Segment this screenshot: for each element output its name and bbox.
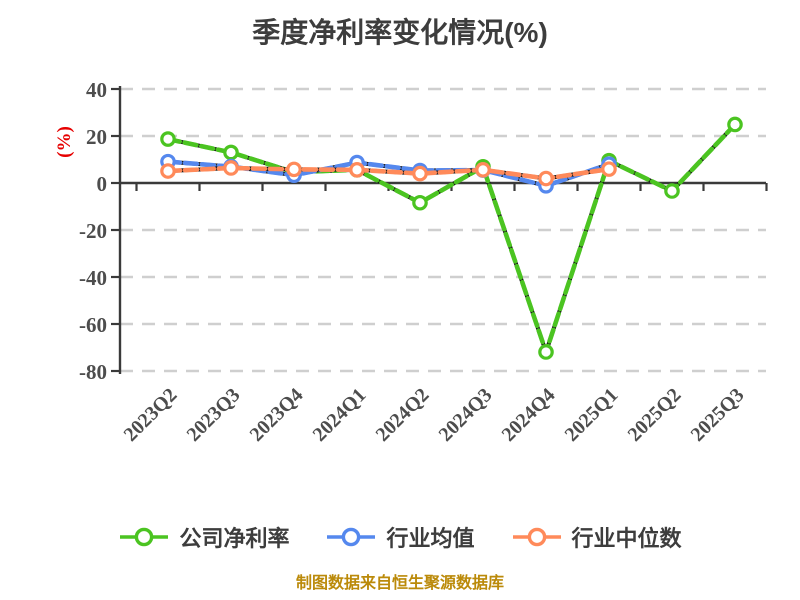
data-point-marker xyxy=(412,165,428,182)
data-point-marker xyxy=(223,144,239,161)
data-point-marker xyxy=(160,163,176,179)
data-source-credit: 制图数据来自恒生聚源数据库 xyxy=(295,575,504,592)
legend-marker-icon xyxy=(327,527,376,547)
data-point-marker xyxy=(664,183,680,199)
data-point-marker xyxy=(538,344,554,360)
x-tick-label: 2024Q4 xyxy=(498,384,560,446)
legend-item-1: 行业均值 xyxy=(325,521,475,553)
y-tick-label: 0 xyxy=(97,172,108,196)
legend-item-0: 公司净利率 xyxy=(118,521,289,553)
y-tick-label: 20 xyxy=(86,125,107,149)
x-tick-label: 2024Q3 xyxy=(435,384,497,446)
y-tick-label: -20 xyxy=(79,219,107,243)
x-tick-label: 2025Q1 xyxy=(561,384,623,446)
data-point-marker xyxy=(475,162,491,178)
data-point-marker xyxy=(286,161,302,178)
series-line-2 xyxy=(165,165,612,181)
data-point-marker xyxy=(412,194,428,211)
x-tick-label: 2024Q2 xyxy=(372,384,434,446)
legend-item-label: 行业均值 xyxy=(386,526,475,551)
legend-item-2: 行业中位数 xyxy=(511,521,682,553)
x-tick-label: 2025Q3 xyxy=(687,384,749,446)
chart-title: 季度净利率变化情况(%) xyxy=(252,17,548,48)
legend: 公司净利率 行业均值 行业中位数 xyxy=(0,521,800,553)
y-axis-unit-label: (%) xyxy=(54,126,75,158)
legend-item-label: 公司净利率 xyxy=(179,526,290,551)
y-tick-label: 40 xyxy=(86,78,107,102)
data-point-marker xyxy=(727,116,743,133)
x-tick-label: 2023Q2 xyxy=(120,384,182,446)
x-tick-label: 2024Q1 xyxy=(309,384,371,446)
legend-marker-icon xyxy=(120,527,169,547)
data-point-marker xyxy=(223,160,239,176)
data-point-marker xyxy=(160,131,176,147)
x-tick-label: 2025Q2 xyxy=(624,384,686,446)
y-tick-label: -80 xyxy=(79,360,107,384)
series-line-0 xyxy=(165,122,738,355)
y-tick-label: -60 xyxy=(79,313,107,337)
data-point-marker xyxy=(538,170,554,187)
legend-item-label: 行业中位数 xyxy=(571,526,682,551)
x-tick-label: 2023Q3 xyxy=(183,384,245,446)
data-point-marker xyxy=(601,161,617,177)
legend-marker-icon xyxy=(512,527,561,547)
data-point-marker xyxy=(349,162,365,178)
x-tick-label: 2023Q4 xyxy=(246,384,308,446)
y-tick-label: -40 xyxy=(79,266,107,290)
